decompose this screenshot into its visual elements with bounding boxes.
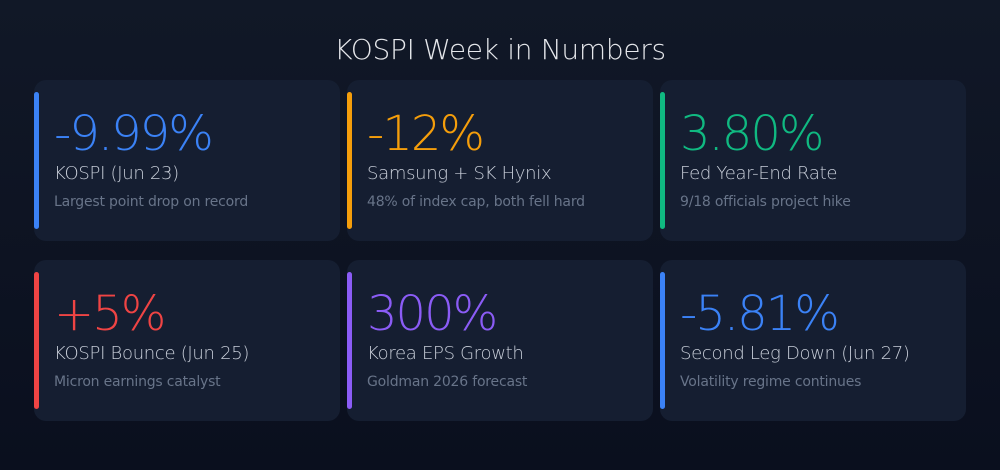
accent-bar bbox=[347, 272, 352, 409]
stat-value: -12% bbox=[367, 106, 485, 162]
stat-value: 300% bbox=[367, 286, 498, 342]
stat-label: KOSPI Bounce (Jun 25) bbox=[54, 343, 250, 364]
stat-description: 9/18 officials project hike bbox=[680, 194, 851, 210]
stat-card-kospi-bounce: +5% KOSPI Bounce (Jun 25) Micron earning… bbox=[34, 260, 340, 421]
stat-card-second-leg: -5.81% Second Leg Down (Jun 27) Volatili… bbox=[660, 260, 966, 421]
stat-label: Korea EPS Growth bbox=[367, 343, 524, 364]
accent-bar bbox=[347, 92, 352, 229]
page-title: KOSPI Week in Numbers bbox=[334, 33, 666, 66]
stat-label: Fed Year-End Rate bbox=[680, 163, 838, 184]
stat-card-kospi-drop: -9.99% KOSPI (Jun 23) Largest point drop… bbox=[34, 80, 340, 241]
stat-label: Samsung + SK Hynix bbox=[367, 163, 552, 184]
stat-card-fed-rate: 3.80% Fed Year-End Rate 9/18 officials p… bbox=[660, 80, 966, 241]
stat-value: +5% bbox=[54, 286, 166, 342]
stat-description: Largest point drop on record bbox=[54, 194, 249, 210]
stat-description: 48% of index cap, both fell hard bbox=[367, 194, 585, 210]
stat-label: Second Leg Down (Jun 27) bbox=[680, 343, 910, 364]
stat-description: Volatility regime continues bbox=[680, 374, 862, 390]
accent-bar bbox=[34, 92, 39, 229]
stat-value: -5.81% bbox=[680, 286, 840, 342]
accent-bar bbox=[660, 272, 665, 409]
stat-value: 3.80% bbox=[680, 106, 824, 162]
stat-description: Micron earnings catalyst bbox=[54, 374, 221, 390]
stats-grid: -9.99% KOSPI (Jun 23) Largest point drop… bbox=[34, 80, 966, 421]
stat-label: KOSPI (Jun 23) bbox=[54, 163, 179, 184]
stat-description: Goldman 2026 forecast bbox=[367, 374, 528, 390]
stat-value: -9.99% bbox=[54, 106, 214, 162]
accent-bar bbox=[660, 92, 665, 229]
stat-card-eps-growth: 300% Korea EPS Growth Goldman 2026 forec… bbox=[347, 260, 653, 421]
stat-card-samsung-hynix: -12% Samsung + SK Hynix 48% of index cap… bbox=[347, 80, 653, 241]
accent-bar bbox=[34, 272, 39, 409]
